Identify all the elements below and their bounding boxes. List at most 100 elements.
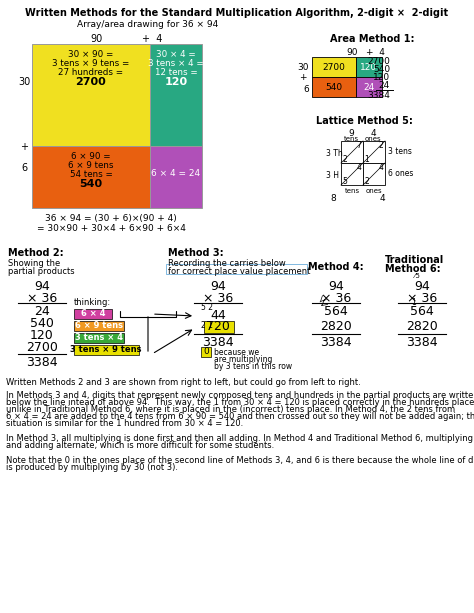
Text: by 3 tens in this row: by 3 tens in this row bbox=[214, 362, 292, 371]
Text: 12 tens =: 12 tens = bbox=[155, 68, 197, 77]
Text: 6 × 4: 6 × 4 bbox=[81, 310, 105, 319]
Text: 6: 6 bbox=[303, 85, 309, 94]
Text: 24: 24 bbox=[34, 305, 50, 318]
Text: 94: 94 bbox=[328, 280, 344, 293]
Text: 2: 2 bbox=[365, 177, 369, 186]
Text: +  4: + 4 bbox=[365, 48, 384, 57]
Bar bbox=[312, 57, 356, 77]
Text: 3 tens × 4 =: 3 tens × 4 = bbox=[148, 59, 204, 68]
Text: 564: 564 bbox=[410, 305, 434, 318]
Bar bbox=[356, 57, 382, 77]
Text: 90: 90 bbox=[91, 34, 103, 44]
Bar bbox=[150, 146, 202, 208]
Bar bbox=[341, 163, 363, 185]
Text: 4: 4 bbox=[379, 194, 385, 203]
Text: 94: 94 bbox=[34, 280, 50, 293]
Text: partial products: partial products bbox=[8, 267, 74, 276]
Text: are multiplying: are multiplying bbox=[214, 355, 273, 364]
Text: 30: 30 bbox=[18, 77, 30, 87]
Text: 7: 7 bbox=[356, 140, 362, 150]
Text: 540: 540 bbox=[373, 65, 390, 74]
Text: 3 tens × 4: 3 tens × 4 bbox=[75, 333, 123, 343]
Bar bbox=[204, 321, 234, 333]
Text: 44: 44 bbox=[210, 309, 226, 322]
Text: 3 tens × 9 tens =: 3 tens × 9 tens = bbox=[52, 59, 130, 68]
Bar bbox=[74, 345, 139, 355]
Text: × 36: × 36 bbox=[27, 292, 57, 305]
Text: × 36: × 36 bbox=[203, 292, 233, 305]
Text: 2820: 2820 bbox=[406, 320, 438, 333]
Text: 3384: 3384 bbox=[367, 91, 390, 100]
Bar bbox=[150, 44, 202, 146]
Text: and adding alternate, which is more difficult for some students.: and adding alternate, which is more diff… bbox=[6, 441, 274, 450]
Text: 3384: 3384 bbox=[406, 336, 438, 349]
Text: = 30×90 + 30×4 + 6×90 + 6×4: = 30×90 + 30×4 + 6×90 + 6×4 bbox=[36, 224, 185, 233]
Text: 120: 120 bbox=[360, 63, 378, 72]
Text: 120: 120 bbox=[373, 73, 390, 82]
Text: Array/area drawing for 36 × 94: Array/area drawing for 36 × 94 bbox=[77, 20, 219, 29]
Text: 0: 0 bbox=[203, 348, 209, 357]
Text: 540: 540 bbox=[326, 83, 343, 91]
Text: 9: 9 bbox=[348, 129, 354, 138]
Bar bbox=[32, 44, 150, 146]
Text: Method 3:: Method 3: bbox=[168, 248, 224, 258]
Text: 2: 2 bbox=[343, 154, 347, 164]
Text: tens: tens bbox=[345, 188, 360, 194]
Text: 6 × 4 = 24: 6 × 4 = 24 bbox=[151, 170, 201, 178]
Text: 1: 1 bbox=[365, 154, 369, 164]
Text: 6 × 9 tens: 6 × 9 tens bbox=[68, 161, 114, 170]
Text: 24: 24 bbox=[364, 83, 374, 91]
Text: 30: 30 bbox=[298, 64, 309, 72]
Text: Traditional: Traditional bbox=[385, 255, 444, 265]
Text: Method 2:: Method 2: bbox=[8, 248, 64, 258]
Text: 27 hundreds =: 27 hundreds = bbox=[58, 68, 124, 77]
Text: ⁄5: ⁄5 bbox=[413, 273, 420, 279]
Text: 540: 540 bbox=[30, 317, 54, 330]
Text: below the line intead of above 94.  This way, the 1 from 30 × 4 = 120 is placed : below the line intead of above 94. This … bbox=[6, 398, 474, 407]
Bar bbox=[341, 141, 363, 163]
Text: 6 × 90 =: 6 × 90 = bbox=[71, 152, 111, 161]
Bar bbox=[312, 77, 356, 97]
Text: 6 × 9 tens: 6 × 9 tens bbox=[75, 321, 123, 330]
Text: 6: 6 bbox=[21, 163, 27, 173]
Text: 720: 720 bbox=[206, 321, 230, 333]
Text: +  4: + 4 bbox=[142, 34, 162, 44]
Text: Lattice Method 5:: Lattice Method 5: bbox=[316, 116, 413, 126]
Text: In Method 3, all multiplying is done first and then all adding. In Method 4 and : In Method 3, all multiplying is done fir… bbox=[6, 434, 473, 443]
Text: × 36: × 36 bbox=[321, 292, 351, 305]
Text: .: . bbox=[375, 84, 378, 93]
Text: 3384: 3384 bbox=[320, 336, 352, 349]
Text: 30 × 90 =: 30 × 90 = bbox=[68, 50, 114, 59]
Text: 120: 120 bbox=[164, 77, 188, 87]
Bar bbox=[363, 141, 385, 163]
Text: 90: 90 bbox=[346, 48, 358, 57]
Text: +: + bbox=[300, 74, 307, 83]
Text: 54 tens =: 54 tens = bbox=[70, 170, 112, 179]
Text: 540: 540 bbox=[80, 179, 102, 189]
Text: 4: 4 bbox=[356, 162, 362, 172]
Text: Recording the carries below: Recording the carries below bbox=[168, 259, 286, 268]
Text: for correct place value placement: for correct place value placement bbox=[168, 267, 310, 276]
Text: unlike in Traditional Method 6, where it is placed in the (incorrect) tens place: unlike in Traditional Method 6, where it… bbox=[6, 405, 455, 414]
Text: ones: ones bbox=[365, 136, 381, 142]
Text: Written Methods 2 and 3 are shown from right to left, but could go from left to : Written Methods 2 and 3 are shown from r… bbox=[6, 378, 361, 387]
Text: 4: 4 bbox=[370, 129, 376, 138]
Text: 8: 8 bbox=[330, 194, 336, 203]
Text: 3384: 3384 bbox=[202, 336, 234, 349]
Text: 3 tens × 9 tens: 3 tens × 9 tens bbox=[70, 346, 142, 354]
Text: because we: because we bbox=[214, 348, 259, 357]
Text: Method 4:: Method 4: bbox=[308, 262, 364, 272]
Text: 94: 94 bbox=[210, 280, 226, 293]
Text: 5: 5 bbox=[343, 177, 347, 186]
Text: 2: 2 bbox=[379, 140, 383, 150]
Text: 4: 4 bbox=[379, 162, 383, 172]
Text: 120: 120 bbox=[30, 329, 54, 342]
Text: situation is similar for the 1 hundred from 30 × 4 = 120.: situation is similar for the 1 hundred f… bbox=[6, 419, 243, 428]
Text: 2700: 2700 bbox=[76, 77, 106, 87]
Bar bbox=[74, 333, 124, 343]
Text: Method 6:: Method 6: bbox=[385, 264, 441, 274]
Text: 6 × 4 = 24 are added to the 4 tens from 6 × 90 = 540 and then crossed out so the: 6 × 4 = 24 are added to the 4 tens from … bbox=[6, 412, 474, 421]
Text: Written Methods for the Standard Multiplication Algorithm, 2-digit ×  2-digit: Written Methods for the Standard Multipl… bbox=[26, 8, 448, 18]
Text: 2 1: 2 1 bbox=[201, 321, 213, 330]
Text: +: + bbox=[20, 142, 28, 152]
